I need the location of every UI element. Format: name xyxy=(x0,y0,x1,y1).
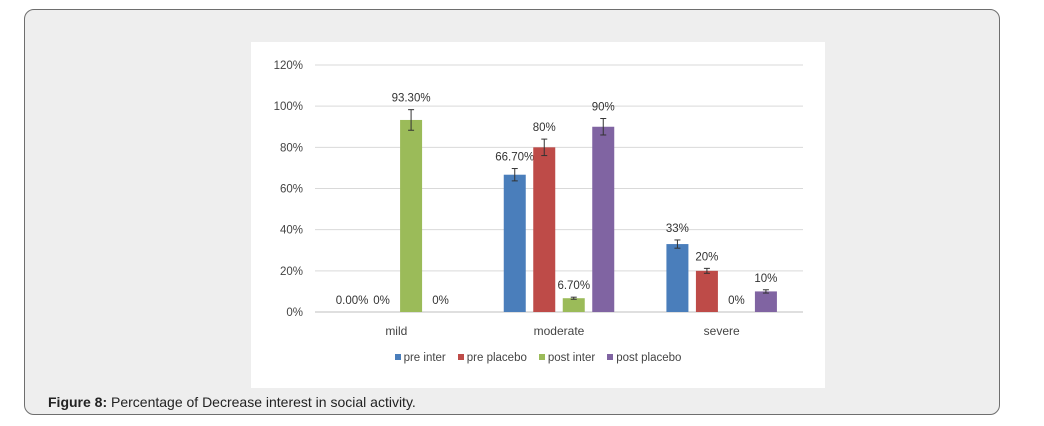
legend-swatch xyxy=(394,354,401,360)
legend-label: post inter xyxy=(547,352,596,364)
bar-chart: 0% 20% 40% 60% 80% 100% 120% mild 0.00% 0% 93.30% 0… xyxy=(274,60,803,338)
bar xyxy=(592,126,615,312)
legend-label: pre placebo xyxy=(466,352,527,364)
y-tick-label: 40% xyxy=(280,225,303,237)
data-label: 90% xyxy=(592,102,615,114)
legend-swatch xyxy=(457,354,464,360)
chart-legend: pre inter pre placebo post inter post place… xyxy=(251,352,825,364)
x-category-label: mild xyxy=(385,324,407,338)
data-label: 0% xyxy=(373,295,390,307)
y-tick-label: 60% xyxy=(280,184,303,196)
data-label: 93.30% xyxy=(392,93,431,105)
bar xyxy=(400,119,423,313)
caption-lead: Figure 8: xyxy=(48,394,108,410)
data-label: 0% xyxy=(432,295,449,307)
data-label: 0% xyxy=(728,295,745,307)
bar xyxy=(562,298,585,312)
data-label: 33% xyxy=(666,223,689,235)
figure-frame: 0% 20% 40% 60% 80% 100% 120% mild 0.00% 0% 93.30% 0… xyxy=(24,9,1000,415)
data-label: 6.70% xyxy=(557,280,590,292)
bar xyxy=(695,270,718,312)
legend-swatch xyxy=(607,354,614,360)
legend-label: pre inter xyxy=(403,352,446,364)
bar xyxy=(666,244,689,312)
bar xyxy=(503,174,526,312)
chart-panel: 0% 20% 40% 60% 80% 100% 120% mild 0.00% 0% 93.30% 0… xyxy=(251,42,825,388)
bar xyxy=(754,291,777,312)
legend-item: post placebo xyxy=(607,352,681,364)
data-label: 66.70% xyxy=(495,152,534,164)
legend-label: post placebo xyxy=(616,352,682,364)
bar xyxy=(533,147,556,312)
data-label: 0.00% xyxy=(336,295,369,307)
legend-item: post inter xyxy=(538,352,596,364)
data-label: 10% xyxy=(754,273,777,285)
y-tick-label: 100% xyxy=(274,101,303,113)
legend-item: pre inter xyxy=(394,352,446,364)
legend-swatch xyxy=(538,354,545,360)
x-category-label: moderate xyxy=(534,324,585,338)
legend-item: pre placebo xyxy=(457,352,527,364)
caption-text: Percentage of Decrease interest in socia… xyxy=(107,394,416,410)
y-tick-label: 80% xyxy=(280,142,303,154)
data-label: 80% xyxy=(533,122,556,134)
x-category-label: severe xyxy=(704,324,740,338)
y-tick-label: 0% xyxy=(286,307,303,319)
y-tick-label: 20% xyxy=(280,266,303,278)
data-label: 20% xyxy=(695,251,718,263)
y-tick-label: 120% xyxy=(274,60,303,72)
figure-caption: Figure 8: Percentage of Decrease interes… xyxy=(48,394,416,410)
